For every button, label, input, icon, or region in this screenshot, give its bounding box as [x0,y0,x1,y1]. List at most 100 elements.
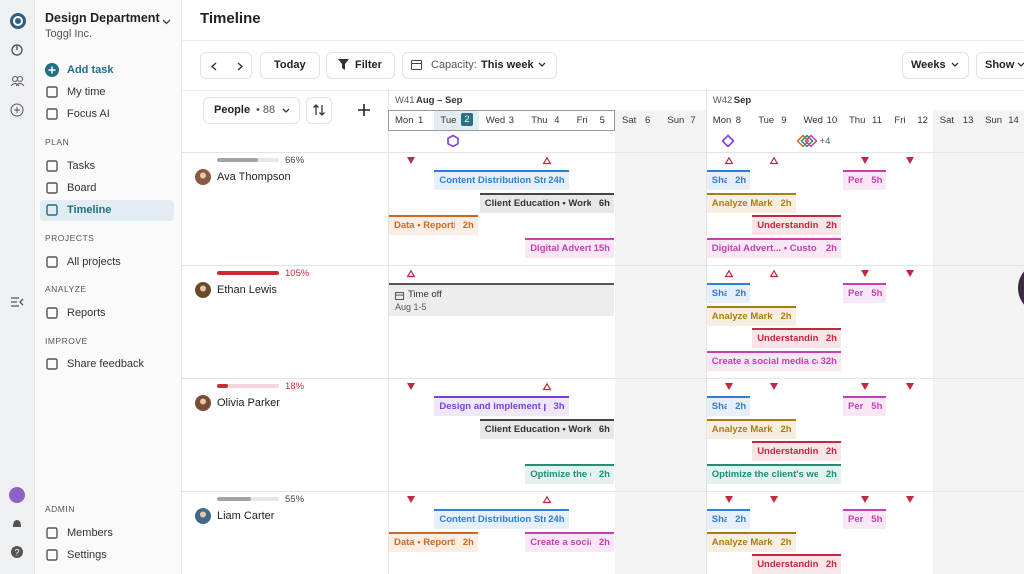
task-hours: 2h [780,197,792,209]
task-bar[interactable]: Understandin 2h [752,328,841,349]
task-hours: 2h [825,446,837,458]
header-bottom [182,152,1024,153]
day-date: 10 [826,115,838,126]
task-bar[interactable]: Design and implement pa 3h [434,396,569,416]
today-button[interactable] [260,52,320,79]
task-bar[interactable]: Content Distribution Str 24h [434,509,569,529]
user-avatar [9,487,25,503]
nav-item[interactable]: Tasks [67,160,96,172]
nav-item[interactable]: Board [67,182,97,194]
marker [770,383,779,390]
capacity-bar [217,271,279,275]
time-off-dates: Aug 1-5 [395,302,427,312]
capacity-button[interactable] [402,52,557,79]
nav-buttons[interactable] [200,52,252,79]
task-bar[interactable]: Sha 2h [706,509,751,529]
show-button[interactable] [976,52,1024,79]
task-bar[interactable]: Per 5h [843,509,887,529]
nav-item[interactable]: Settings [67,549,107,561]
task-hours: 2h [825,469,837,481]
task-label: Analyze Marke [711,536,773,548]
marker [861,383,869,390]
task-bar[interactable]: Analyze Marke 2h [706,531,796,552]
task-hours: 15h [593,243,610,255]
capacity-bar [217,497,252,501]
capacity-label: Capacity: [431,59,477,71]
row-divider [182,378,1024,379]
task-bar[interactable]: Sha 2h [706,396,751,416]
task-hours: 2h [780,423,792,435]
add-task[interactable]: Add task [67,64,114,76]
nav-item[interactable]: Reports [67,307,106,319]
task-bar[interactable]: Create a social media ca 32h [706,351,841,372]
task-bar[interactable]: Sha 2h [706,283,751,303]
task-bar[interactable]: Understandin 2h [752,554,841,574]
workspace-name: Design Department [45,11,160,25]
task-hours: 2h [462,220,474,232]
avatar [195,282,211,298]
current-week-box [388,110,615,131]
task-bar[interactable]: Digital Advert 15h [525,238,614,259]
task-bar[interactable]: Client Education • Worksl 6h [479,192,614,213]
marker [407,157,415,164]
avatar [195,508,211,524]
nav-icon [46,307,58,319]
task-bar[interactable]: Client Education • Worksl 6h [479,418,614,439]
task-bar[interactable]: Analyze Marke 2h [706,305,796,326]
chevron [1017,62,1024,67]
week-range: Sep [733,95,752,106]
task-hours: 5h [871,401,883,412]
task-bar[interactable]: Sha 2h [706,170,751,190]
task-hours: 24h [548,514,565,525]
milestone [447,134,460,148]
filter-button[interactable] [326,52,395,79]
rail-icon [11,297,24,307]
org-name: Toggl Inc. [45,28,93,40]
task-bar[interactable]: Data • Reporti 2h [389,215,478,236]
day-name: Sat [939,115,955,126]
nav-item[interactable]: Focus AI [67,108,110,120]
task-bar[interactable]: Understandin 2h [752,441,841,462]
day-date: 8 [735,115,742,126]
people-dropdown[interactable] [203,97,300,124]
week-range: Aug – Sep [416,95,463,106]
sort-button[interactable] [306,97,332,124]
rail-icon [10,76,25,87]
task-label: Optimize the client's web [711,469,818,481]
day-date: 13 [962,115,974,126]
task-hours: 2h [598,536,610,548]
task-bar[interactable]: Data • Reporti 2h [389,531,478,552]
task-label: Per [848,401,864,412]
task-bar[interactable]: Optimize the client's web 2h [706,464,841,485]
task-bar[interactable]: Per 5h [843,283,887,303]
task-bar[interactable]: Understandin 2h [752,215,841,236]
task-label: Per [848,288,864,299]
nav-item[interactable]: Share feedback [67,358,145,370]
person-name: Liam Carter [217,510,275,522]
nav-item[interactable]: Timeline [67,204,112,216]
day-date: 9 [781,115,787,126]
nav-icon [46,86,58,98]
task-bar[interactable]: Per 5h [843,170,887,190]
task-bar[interactable]: Digital Advert... • Custo 2h [706,238,841,259]
task-bar[interactable]: Per 5h [843,396,887,416]
milestone-group [796,134,818,148]
person-name: Ethan Lewis [217,284,277,296]
nav-icon [46,358,58,370]
nav-item[interactable]: My time [67,86,106,98]
task-hours: 2h [825,243,837,255]
people-count: • 88 [256,104,276,116]
chevron [282,108,290,113]
task-bar[interactable]: Analyze Marke 2h [706,418,796,439]
task-bar[interactable]: Content Distribution Str 24h [434,170,569,190]
scale-button[interactable] [902,52,969,79]
task-bar[interactable]: Analyze Marke 2h [706,192,796,213]
nav-item[interactable]: All projects [67,256,121,268]
task-bar[interactable]: Create a social 2h [525,531,614,552]
marker [724,383,733,390]
nav-selected [40,200,174,221]
nav-icon [46,256,58,268]
task-bar[interactable]: Optimize the c 2h [525,464,614,485]
nav-item[interactable]: Members [67,527,113,539]
